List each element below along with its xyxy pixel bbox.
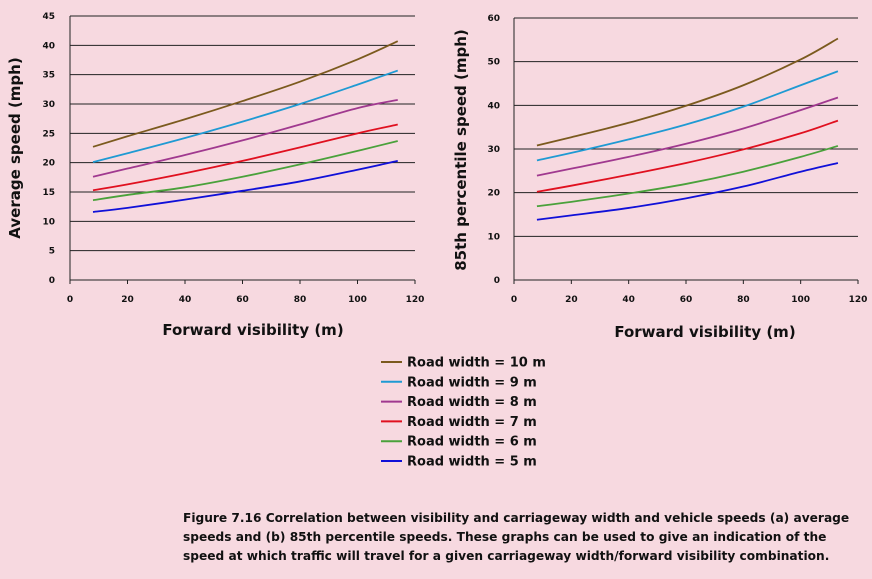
y-tick-label: 20 [487,189,500,199]
series-line-8m [92,99,398,178]
x-tick-label: 0 [67,295,73,305]
y-axis-title: 85th percentile speed (mph) [452,29,470,271]
series-line-6m [536,145,839,208]
x-tick-label: 80 [294,295,307,305]
x-tick-label: 40 [622,295,635,305]
legend-label: Road width = 10 m [407,356,546,371]
series-line-6m [92,140,398,202]
series-line-10m [92,40,399,148]
y-tick-label: 30 [42,100,55,110]
y-tick-label: 10 [487,232,500,242]
x-tick-label: 100 [348,295,367,305]
series-line-5m [92,160,398,213]
series-line-10m [536,37,839,147]
legend-label: Road width = 9 m [407,375,537,390]
y-tick-label: 25 [42,129,55,139]
legend-label: Road width = 7 m [407,415,537,430]
x-tick-label: 60 [680,295,693,305]
figure-caption: Figure 7.16 Correlation between visibili… [183,511,850,563]
legend-label: Road width = 6 m [407,435,537,450]
x-tick-label: 60 [236,295,249,305]
y-tick-label: 40 [42,41,55,51]
y-tick-label: 35 [42,71,55,81]
series-line-8m [536,96,839,177]
y-tick-label: 50 [487,58,500,68]
series-line-9m [92,69,399,163]
chart-average-speed: 0 5 10 15 20 25 30 35 40 45 0 20 40 60 80 100 120 Forward… [6,12,424,339]
x-tick-label: 120 [406,295,425,305]
y-tick-label: 30 [487,145,500,155]
legend: Road width = 10 m Road width = 9 m Road wi… [381,356,546,470]
chart-85th-percentile-speed: 0 10 20 30 40 50 60 0 20 40 60 80 100 120 Forward visi… [452,14,867,341]
x-tick-label: 20 [121,295,134,305]
x-axis-title: Forward visibility (m) [614,323,795,341]
y-tick-label: 0 [49,276,55,286]
x-axis-title: Forward visibility (m) [162,321,343,339]
y-tick-label: 20 [42,159,55,169]
series-line-7m [92,123,398,192]
x-tick-label: 80 [737,295,750,305]
x-tick-label: 0 [511,295,517,305]
x-tick-label: 40 [179,295,192,305]
x-tick-label: 20 [565,295,578,305]
y-tick-label: 60 [487,14,500,24]
series-line-9m [536,70,839,162]
y-tick-label: 0 [494,276,500,286]
x-tick-label: 100 [791,295,810,305]
y-tick-label: 45 [42,12,55,22]
y-tick-label: 5 [49,247,55,257]
y-tick-label: 15 [42,188,55,198]
legend-label: Road width = 8 m [407,395,537,410]
y-axis-title: Average speed (mph) [6,57,24,238]
y-tick-label: 40 [487,101,500,111]
series-line-5m [536,162,839,221]
y-tick-label: 10 [42,217,55,227]
legend-label: Road width = 5 m [407,455,537,470]
x-tick-label: 120 [849,295,868,305]
series-line-7m [536,119,839,193]
